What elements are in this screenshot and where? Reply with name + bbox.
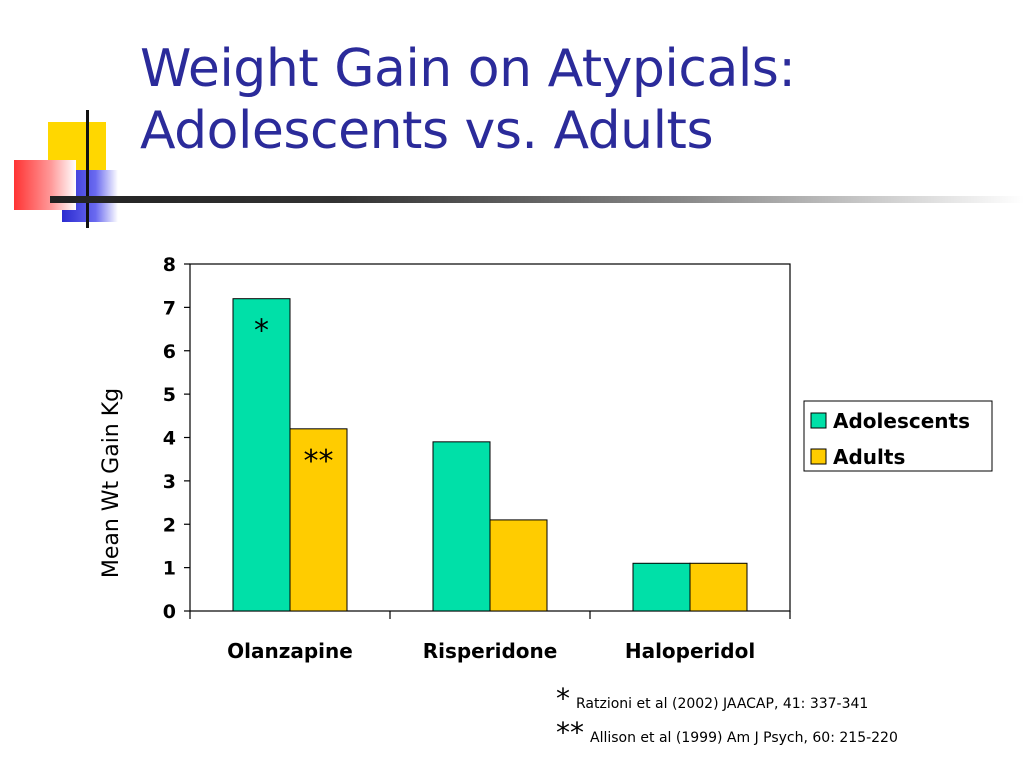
y-tick-label-2: 2 [163, 514, 176, 536]
legend-swatch-adults [810, 448, 827, 465]
legend-label-adolescents: Adolescents [833, 409, 970, 433]
y-tick-label-8: 8 [163, 254, 176, 276]
y-tick-label-0: 0 [163, 601, 176, 623]
y-tick-label-4: 4 [163, 428, 176, 450]
legend-swatch-adolescents [810, 412, 827, 429]
slide-title-line-1: Weight Gain on Atypicals: [140, 39, 796, 99]
reference-item-2: ** Allison et al (1999) Am J Psych, 60: 2… [556, 716, 898, 750]
y-tick-label-1: 1 [163, 558, 176, 580]
slide-title: Weight Gain on Atypicals: Adolescents vs… [140, 38, 1000, 162]
annotation-1: * [254, 314, 269, 349]
title-underline [50, 196, 1024, 203]
bar-risperidone-adolescents [432, 441, 491, 612]
bar-haloperidol-adolescents [632, 562, 691, 612]
legend-box [803, 400, 993, 472]
slide-title-line-2: Adolescents vs. Adults [140, 101, 714, 161]
annotation-2: ** [304, 444, 334, 479]
decor-vertical-line [86, 110, 89, 228]
bar-risperidone-adults [489, 519, 548, 612]
reference-mark-2: ** [556, 716, 584, 749]
y-tick-label-3: 3 [163, 471, 176, 493]
reference-text-2: Allison et al (1999) Am J Psych, 60: 215… [590, 730, 898, 746]
reference-mark-1: * [556, 682, 570, 715]
bar-haloperidol-adults [689, 562, 748, 612]
y-axis-label: Mean Wt Gain Kg [99, 388, 124, 578]
x-tick-label-olanzapine: Olanzapine [227, 639, 353, 663]
reference-text-1: Ratzioni et al (2002) JAACAP, 41: 337-34… [576, 696, 869, 712]
y-tick-label-6: 6 [163, 341, 176, 363]
bar-olanzapine-adults [289, 428, 348, 612]
y-tick-label-5: 5 [163, 384, 176, 406]
legend-label-adults: Adults [833, 445, 905, 469]
y-tick-label-7: 7 [163, 297, 176, 319]
x-tick-label-haloperidol: Haloperidol [625, 639, 755, 663]
references: * Ratzioni et al (2002) JAACAP, 41: 337-3… [556, 682, 898, 750]
reference-item-1: * Ratzioni et al (2002) JAACAP, 41: 337-3… [556, 682, 898, 716]
x-tick-label-risperidone: Risperidone [423, 639, 558, 663]
legend: Adolescents Adults [803, 400, 993, 472]
